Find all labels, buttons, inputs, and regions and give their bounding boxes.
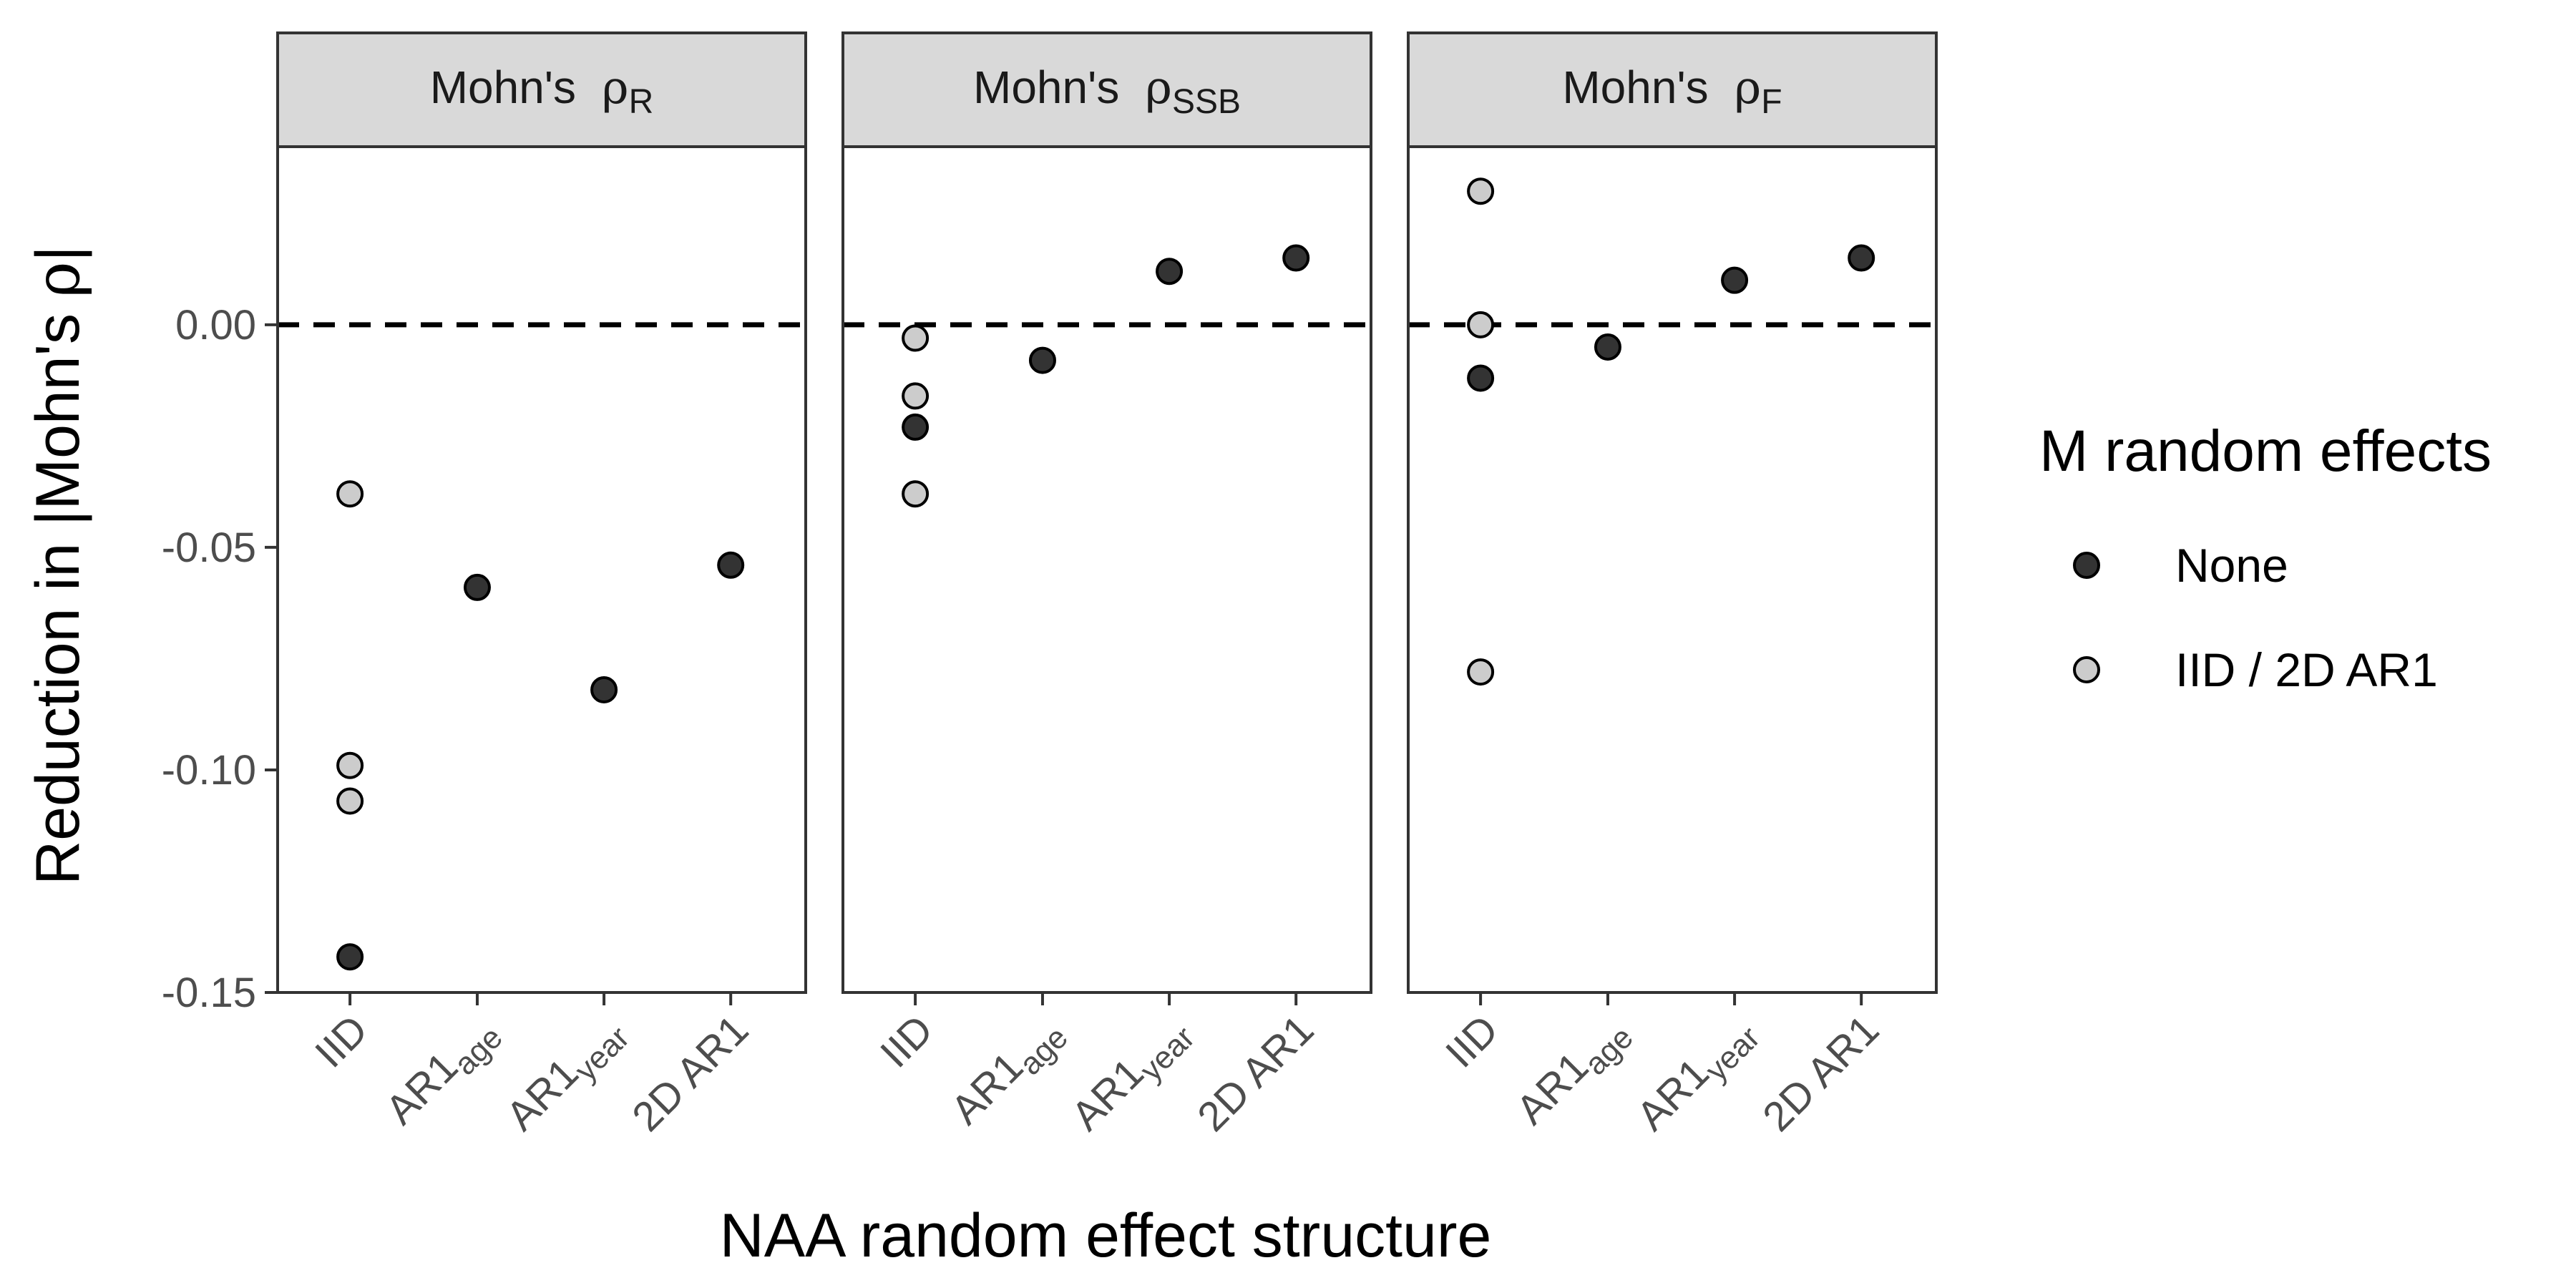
x-tick-label: IID <box>1437 1006 1507 1076</box>
data-point <box>1156 258 1184 286</box>
data-point <box>336 943 364 971</box>
y-tick-label: -0.05 <box>162 525 256 571</box>
legend-label: IID / 2D AR1 <box>2175 643 2438 696</box>
data-point <box>1467 177 1495 205</box>
x-tick-label: AR1age <box>942 1006 1074 1138</box>
x-tick-label: IID <box>306 1006 376 1076</box>
facet-panels: Mohn's ρR Mohn's ρSSB Mohn's ρF <box>276 31 1938 994</box>
data-point <box>1282 244 1310 272</box>
panel-background <box>278 147 806 992</box>
x-tick-label: 2D AR1 <box>623 1006 757 1140</box>
data-point <box>1721 266 1749 294</box>
legend: M random effects None IID / 2D AR1 <box>2039 419 2492 696</box>
x-axis-title: NAA random effect structure <box>720 1201 1492 1270</box>
y-tick-label: -0.10 <box>162 747 256 794</box>
data-point <box>1848 244 1875 272</box>
facet-strip-label: Mohn's ρF <box>1562 62 1782 121</box>
data-point <box>902 413 930 441</box>
data-point <box>1467 311 1495 338</box>
facet-strip <box>1407 31 1938 148</box>
x-tick-label: AR1age <box>376 1006 509 1138</box>
facet-strip <box>276 31 807 148</box>
data-point <box>463 573 491 601</box>
data-point <box>1467 364 1495 392</box>
data-point <box>1467 658 1495 686</box>
y-axis: 0.00 -0.05 -0.10 -0.15 <box>162 302 278 1016</box>
x-tick-label: IID <box>872 1006 942 1076</box>
data-point <box>590 675 618 703</box>
data-point <box>336 480 364 508</box>
data-point <box>336 751 364 779</box>
y-tick-label: -0.15 <box>162 970 256 1016</box>
data-point <box>902 324 930 352</box>
x-tick-label: AR1age <box>1507 1006 1639 1138</box>
facet-strip <box>841 31 1372 148</box>
x-tick-label: 2D AR1 <box>1754 1006 1888 1140</box>
x-tick-label: AR1year <box>497 1006 636 1145</box>
x-tick-label: AR1year <box>1063 1006 1201 1145</box>
y-axis-title: Reduction in |Mohn'sρ| <box>22 245 94 885</box>
facet-strip-label: Mohn's ρR <box>430 62 654 121</box>
data-point <box>336 787 364 815</box>
x-tick-label: 2D AR1 <box>1189 1006 1322 1140</box>
y-tick-label: 0.00 <box>175 302 256 348</box>
data-point <box>1028 346 1056 374</box>
legend-label: None <box>2175 539 2288 592</box>
data-point <box>902 382 930 410</box>
legend-key <box>2073 656 2100 683</box>
data-point <box>1594 333 1621 361</box>
data-point <box>902 480 930 508</box>
legend-key <box>2073 552 2100 579</box>
x-tick-label: AR1year <box>1628 1006 1767 1145</box>
data-points <box>336 177 1875 971</box>
data-point <box>717 551 745 579</box>
panel-background <box>843 147 1371 992</box>
legend-title: M random effects <box>2039 419 2492 484</box>
facet-strip-label: Mohn's ρSSB <box>973 62 1241 121</box>
panel-background <box>1408 147 1936 992</box>
